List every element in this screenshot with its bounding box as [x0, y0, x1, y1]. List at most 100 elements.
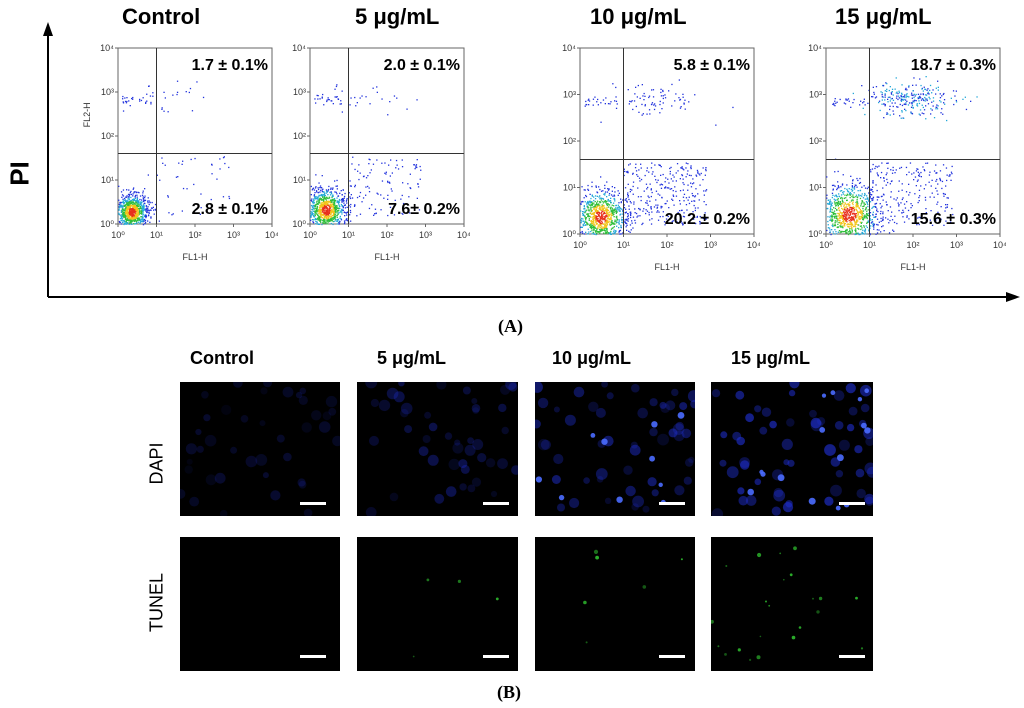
nucleus — [498, 403, 507, 413]
nucleus — [754, 405, 762, 413]
nucleus — [189, 496, 200, 507]
panel-b-label: (B) — [497, 682, 521, 702]
nucleus — [311, 410, 322, 421]
nucleus — [649, 427, 658, 437]
nucleus — [740, 460, 750, 470]
x-axis-label: FL1-H — [654, 262, 679, 272]
nucleus — [553, 406, 560, 413]
nucleus — [681, 428, 692, 439]
x-axis-label: FL1-H — [182, 252, 207, 262]
nucleus — [595, 407, 606, 418]
nucleus — [786, 418, 795, 427]
x-tick-label: 10¹ — [150, 230, 163, 240]
nucleus — [283, 452, 292, 462]
nucleus — [647, 477, 657, 487]
tunel-positive-cell — [759, 635, 762, 638]
nucleus — [196, 445, 204, 453]
nucleus — [632, 495, 644, 508]
nucleus — [490, 490, 498, 498]
pi-axis-label: PI — [4, 161, 35, 186]
nucleus — [625, 485, 636, 497]
nucleus — [719, 459, 727, 467]
nucleus — [404, 425, 413, 434]
nucleus — [720, 431, 728, 439]
nucleus — [596, 476, 604, 483]
nucleus — [671, 388, 679, 397]
nucleus — [459, 483, 467, 491]
nucleus — [824, 444, 836, 456]
tunel-positive-cell — [816, 610, 820, 614]
nucleus — [833, 390, 845, 401]
big-y-arrow — [43, 22, 53, 36]
nucleus — [500, 384, 511, 395]
nucleus — [679, 402, 688, 411]
tunel-positive-cell — [818, 596, 823, 601]
nucleus — [687, 390, 695, 403]
scale-bar — [483, 502, 509, 505]
nucleus — [642, 505, 650, 513]
nucleus — [511, 465, 518, 475]
b-cond-title-10: 10 μg/mL — [552, 348, 632, 368]
nucleus — [418, 446, 429, 457]
nucleus — [445, 486, 457, 497]
tunel-positive-cell — [457, 579, 461, 583]
nucleus — [505, 382, 517, 390]
nucleus — [389, 492, 399, 502]
nucleus — [659, 401, 667, 409]
nucleus — [298, 395, 308, 405]
nucleus — [553, 453, 564, 465]
nucleus — [282, 386, 294, 398]
bright-nucleus — [830, 390, 836, 396]
nucleus — [788, 389, 796, 397]
nucleus — [830, 484, 842, 497]
y-tick-label: 10⁴ — [100, 43, 114, 53]
bright-nucleus — [747, 488, 754, 496]
x-tick-label: 10⁰ — [573, 240, 587, 250]
row-label-dapi: DAPI — [146, 442, 167, 485]
nucleus — [485, 458, 496, 468]
y-tick-label: 10³ — [563, 90, 576, 100]
nucleus — [467, 437, 474, 444]
nucleus — [203, 414, 211, 422]
x-tick-label: 10⁴ — [457, 230, 470, 240]
b-cond-title-control: Control — [190, 348, 254, 368]
tunel-positive-cell — [595, 555, 599, 560]
nucleus — [427, 454, 439, 466]
x-tick-label: 10⁰ — [819, 240, 833, 250]
nucleus — [551, 475, 561, 484]
x-tick-label: 10⁰ — [303, 230, 317, 240]
nucleus — [810, 417, 822, 429]
scale-bar — [300, 655, 326, 658]
nucleus — [735, 390, 745, 400]
bright-nucleus — [857, 397, 863, 402]
panel-a-axes — [43, 22, 1020, 302]
x-axis-label: FL1-H — [900, 262, 925, 272]
nucleus — [601, 382, 608, 388]
nucleus — [737, 487, 745, 495]
tunel-positive-cell — [765, 600, 767, 603]
nucleus — [180, 489, 186, 499]
nucleus — [458, 459, 468, 469]
nucleus — [318, 421, 331, 433]
nucleus — [761, 407, 772, 417]
nucleus — [538, 438, 550, 451]
nucleus — [297, 478, 306, 487]
nucleus — [712, 389, 721, 398]
dapi-image-15 — [711, 382, 873, 516]
quadrant-label-upper-right: 5.8 ± 0.1% — [674, 57, 750, 74]
cond-title-10: 10 μg/mL — [590, 4, 687, 29]
scale-bar — [483, 655, 509, 658]
nucleus — [276, 434, 285, 443]
nucleus — [623, 465, 633, 475]
big-x-arrow — [1006, 292, 1020, 302]
y-tick-label: 10³ — [809, 90, 822, 100]
plot-frame — [579, 47, 755, 235]
tunel-positive-cell — [789, 573, 793, 577]
tunel-image-control — [180, 537, 340, 671]
nucleus — [454, 439, 461, 446]
quadrant-label-upper-right: 2.0 ± 0.1% — [384, 57, 460, 74]
